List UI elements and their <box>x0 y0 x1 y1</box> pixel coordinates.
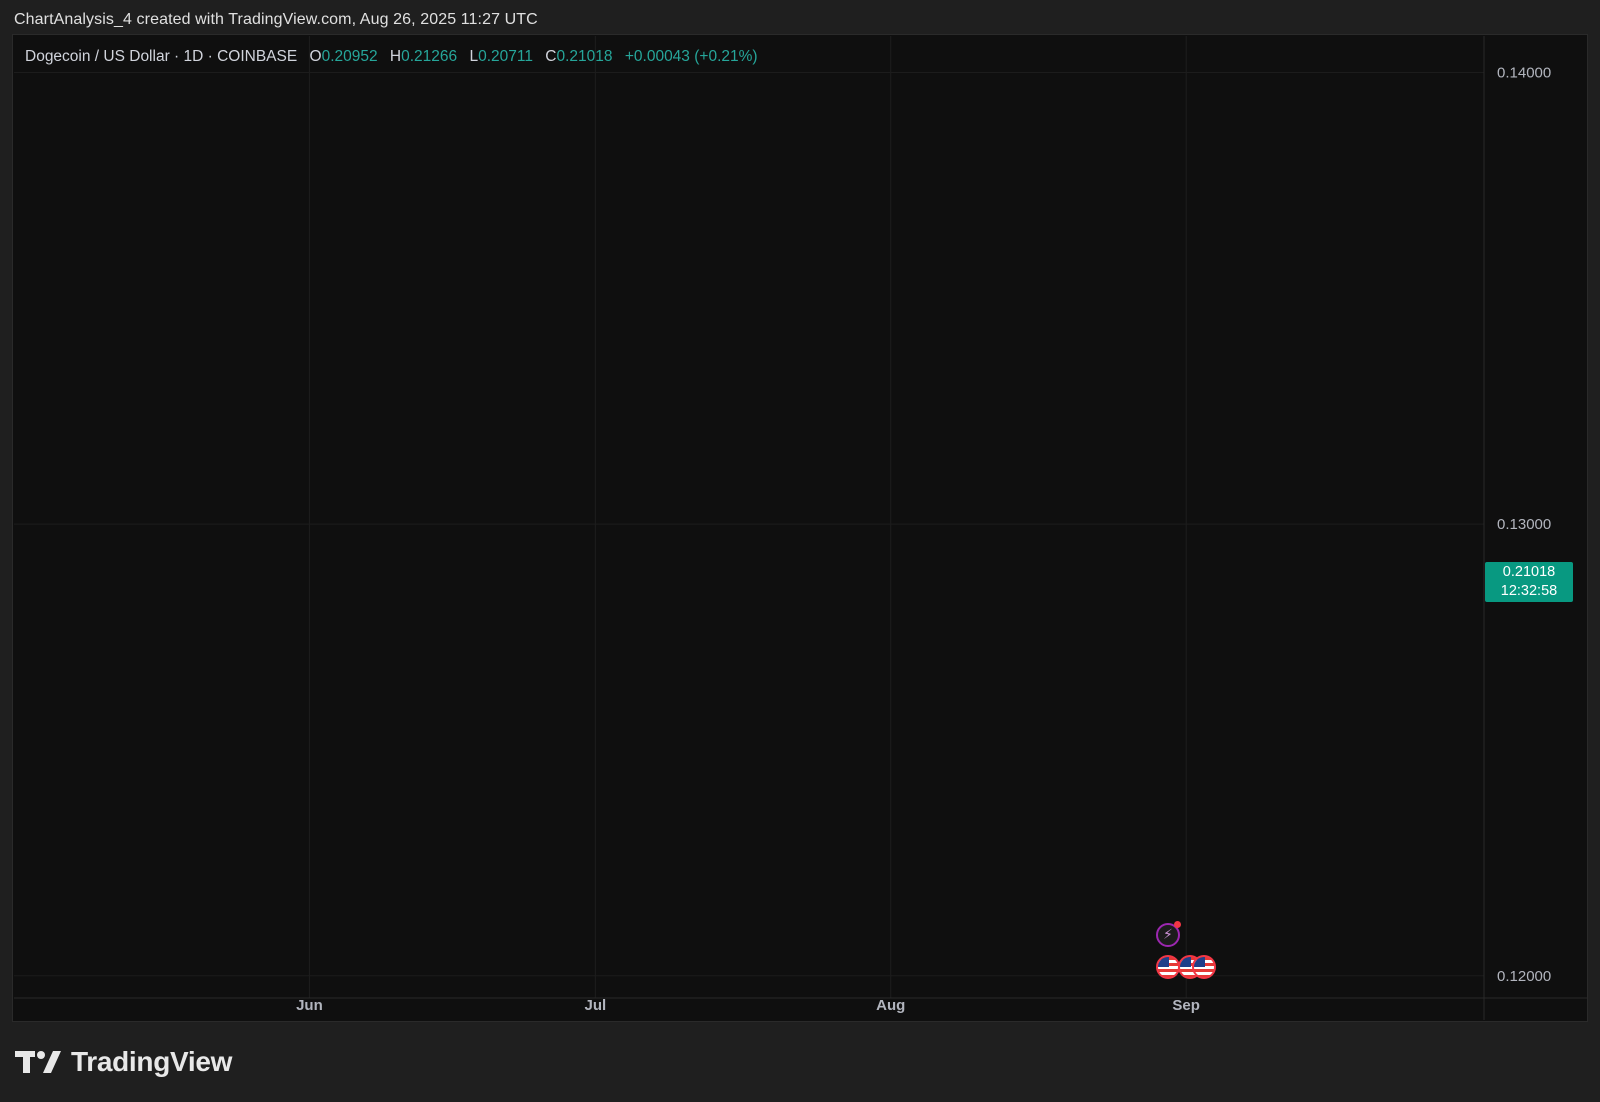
chart-caption: ChartAnalysis_4 created with TradingView… <box>14 11 538 28</box>
chart-frame[interactable] <box>12 34 1588 1022</box>
x-tick-label: Aug <box>876 997 905 1014</box>
us-flag-icon[interactable] <box>1156 955 1180 979</box>
lightning-bolt-icon[interactable]: ⚡ <box>1156 923 1180 947</box>
close-label: C <box>545 48 557 65</box>
brand-name: TradingView <box>71 1046 233 1077</box>
high-value: 0.21266 <box>401 48 458 65</box>
high-label: H <box>389 48 402 65</box>
tradingview-brand[interactable]: TradingView <box>15 1046 232 1078</box>
open-value: 0.20952 <box>321 48 378 65</box>
bar-countdown: 12:32:58 <box>1500 583 1558 599</box>
y-tick-label: 0.14000 <box>1497 65 1551 82</box>
y-tick-label: 0.13000 <box>1497 516 1551 533</box>
x-tick-label: Jul <box>584 997 606 1014</box>
y-tick-label: 0.12000 <box>1497 968 1551 985</box>
notification-dot <box>1174 921 1181 928</box>
x-tick-label: Sep <box>1172 997 1200 1014</box>
tradingview-logo-icon <box>15 1051 61 1073</box>
ohlc-legend: Dogecoin / US Dollar · 1D · COINBASE O0.… <box>25 48 758 66</box>
open-label: O <box>309 48 322 65</box>
close-value: 0.21018 <box>556 48 613 65</box>
low-value: 0.20711 <box>478 48 533 65</box>
current-price-value: 0.21018 <box>1502 564 1556 580</box>
symbol-label[interactable]: Dogecoin / US Dollar · 1D · COINBASE <box>25 48 298 65</box>
x-tick-label: Jun <box>296 997 323 1014</box>
us-flag-icon[interactable] <box>1192 955 1216 979</box>
low-label: L <box>469 48 479 65</box>
change-value: +0.00043 (+0.21%) <box>624 48 758 65</box>
current-price-tag: 0.21018 12:32:58 <box>1485 562 1573 602</box>
